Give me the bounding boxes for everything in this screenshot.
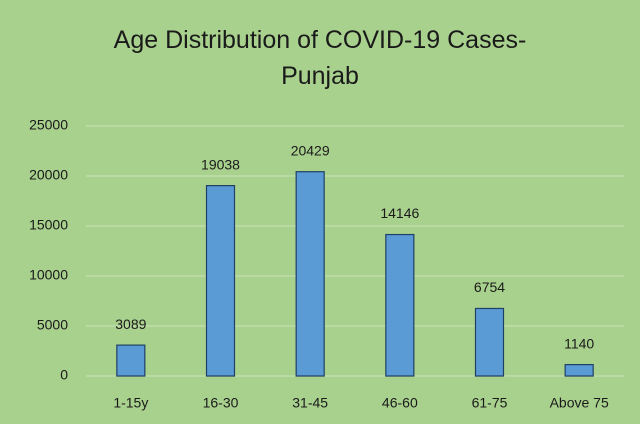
- y-tick-label: 0: [60, 367, 68, 383]
- bar: [205, 185, 236, 377]
- y-tick-label: 15000: [29, 217, 68, 233]
- x-tick-label: 16-30: [203, 395, 239, 411]
- data-label: 6754: [474, 279, 505, 295]
- y-tick-label: 5000: [37, 317, 68, 333]
- y-tick-label: 20000: [29, 167, 68, 183]
- x-tick-label: 61-75: [472, 395, 508, 411]
- y-tick-label: 25000: [29, 117, 68, 133]
- data-label: 14146: [380, 205, 419, 221]
- x-tick-label: 1-15y: [113, 395, 148, 411]
- bar: [295, 171, 325, 377]
- x-tick-label: Above 75: [550, 395, 609, 411]
- data-label: 3089: [115, 316, 146, 332]
- x-tick-label: 46-60: [382, 395, 418, 411]
- bar: [385, 233, 415, 377]
- bar: [564, 364, 594, 377]
- data-label: 19038: [201, 156, 240, 172]
- chart-title: Age Distribution of COVID-19 Cases-Punja…: [113, 26, 527, 90]
- y-tick-label: 10000: [29, 267, 68, 283]
- x-tick-label: 31-45: [292, 395, 328, 411]
- data-label: 20429: [291, 142, 330, 158]
- data-label: 1140: [564, 335, 594, 351]
- bar: [116, 344, 146, 377]
- bar: [474, 307, 505, 377]
